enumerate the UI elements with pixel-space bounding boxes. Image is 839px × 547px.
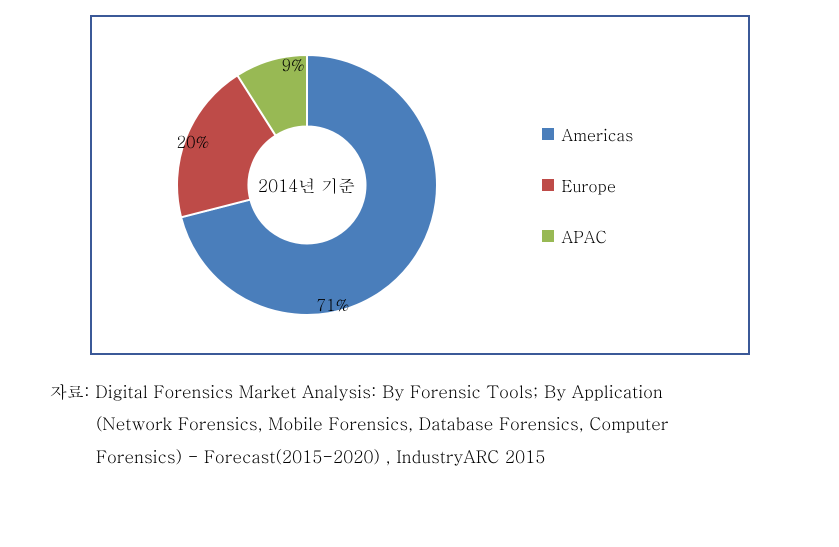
legend-label: Europe [562,174,617,197]
legend-swatch [542,128,554,140]
source-citation: 자료: Digital Forensics Market Analysis: B… [40,375,799,472]
legend-swatch [542,179,554,191]
legend-label: Americas [562,123,634,146]
slice-label-americas: 71% [317,293,350,316]
legend-item-apac: APAC [542,225,634,248]
source-line-2: (Network Forensics, Mobile Forensics, Da… [50,407,789,439]
source-line-1: 자료: Digital Forensics Market Analysis: B… [50,375,789,407]
slice-label-europe: 20% [177,130,210,153]
chart-center-label: 2014년 기준 [258,173,355,197]
source-line-3: Forensics) - Forecast(2015-2020) , Indus… [50,440,789,472]
chart-frame: 2014년 기준 71% 20% 9% Americas Europe APAC [90,15,750,355]
slice-label-apac: 9% [282,53,305,76]
legend-swatch [542,230,554,242]
donut-chart: 2014년 기준 71% 20% 9% [152,35,462,335]
legend-item-europe: Europe [542,174,634,197]
legend-item-americas: Americas [542,123,634,146]
chart-legend: Americas Europe APAC [542,123,634,248]
legend-label: APAC [562,225,607,248]
